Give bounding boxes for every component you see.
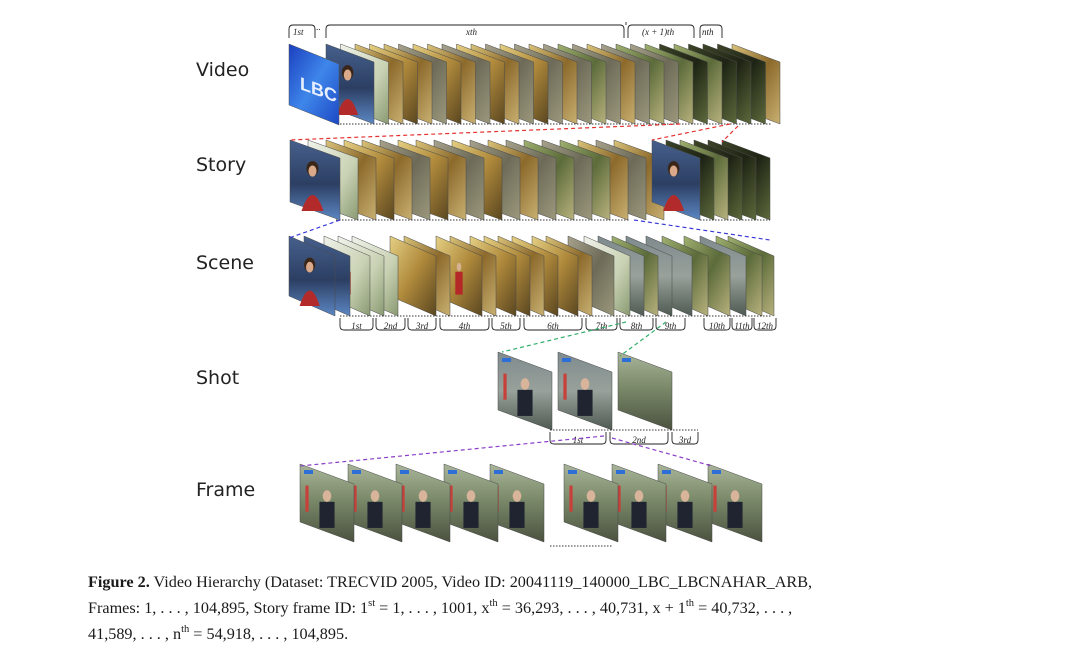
story-frame-thumbnail (289, 139, 341, 221)
connectors (288, 123, 771, 467)
scene-frame-strip (288, 235, 775, 317)
scene-bracket: 5th (491, 318, 521, 331)
figure-caption: Figure 2. Video Hierarchy (Dataset: TREC… (88, 569, 988, 647)
bracket-x-plus-1-label: (x + 1)th (642, 27, 675, 37)
frame-thumbnail (611, 463, 667, 543)
bracket-x-label: xth (465, 27, 477, 37)
scene-bracket-label: 9th (665, 321, 677, 331)
caption-line-2-b: = 1, . . . , 1001, x (375, 599, 490, 617)
caption-line-1-text: Video Hierarchy (Dataset: TRECVID 2005, … (153, 573, 813, 591)
frame-thumbnail (443, 463, 499, 543)
scene-bracket: 11th (731, 318, 753, 331)
bracket-ellipsis: ... (314, 22, 321, 32)
level-label-story: Story (196, 154, 247, 176)
story-frame-strip (289, 139, 771, 221)
caption-line-2: Frames: 1, . . . , 104,895, Story frame … (88, 595, 988, 621)
lbc-logo-frame: LBC (288, 43, 340, 126)
caption-label: Figure 2. (88, 573, 150, 591)
scene-bracket-label: 2nd (384, 321, 398, 331)
shot-bracket-label: 1st (573, 435, 584, 445)
video-brackets (288, 22, 723, 38)
caption-sup-nth: th (181, 624, 190, 635)
video-story-link-right-b (721, 125, 739, 143)
caption-line-3: 41,589, . . . , nth = 54,918, . . . , 10… (88, 621, 988, 647)
frame-thumbnail (395, 463, 451, 543)
bracket-n (699, 24, 723, 38)
scene-bracket-label: 1st (351, 321, 362, 331)
video-hierarchy-figure: LBC 1st ... xth (x + 1)th nth 1st 2nd 3rd 4… (288, 22, 781, 547)
shot-frame-thumbnail (497, 351, 553, 431)
scene-bracket: 9th (655, 318, 686, 331)
level-label-scene: Scene (196, 252, 254, 274)
story-frame-thumbnail (651, 139, 701, 221)
shot-bracket-label: 3rd (678, 435, 692, 445)
scene-frame-thumbnail (288, 235, 336, 317)
scene-bracket: 2nd (375, 318, 406, 331)
scene-bracket: 4th (439, 318, 490, 331)
scene-bracket: 10th (703, 318, 731, 331)
shot-frame-thumbnail (617, 351, 673, 431)
scene-bracket: 3rd (407, 318, 437, 331)
scene-bracket-label: 3rd (415, 321, 429, 331)
bracket-x (325, 24, 625, 38)
scene-brackets: 1st 2nd 3rd 4th 5th 6th 7th 8th 9th 10th 11th 12th (339, 318, 777, 331)
video-story-link-left (289, 123, 681, 141)
caption-sup-th-1: th (489, 598, 498, 609)
story-scene-link-right (633, 219, 771, 241)
video-frame-strip (325, 43, 781, 125)
scene-bracket-label: 6th (547, 321, 559, 331)
shot-bracket: 3rd (671, 432, 699, 445)
bracket-n-label: nth (702, 27, 714, 37)
scene-bracket-label: 12th (757, 321, 774, 331)
shot-bracket: 1st (549, 432, 607, 445)
scene-bracket-label: 10th (709, 321, 726, 331)
level-label-video: Video (196, 59, 250, 81)
story-scene-link-left (288, 219, 341, 239)
scene-bracket-label: 4th (459, 321, 471, 331)
caption-line-2-c: = 36,293, . . . , 40,731, x + 1 (497, 599, 686, 617)
caption-line-1: Figure 2. Video Hierarchy (Dataset: TREC… (88, 569, 988, 595)
frame-thumbnail (299, 463, 355, 543)
scene-bracket-label: 11th (734, 321, 750, 331)
scene-bracket-label: 8th (631, 321, 643, 331)
scene-shot-link-left (501, 321, 627, 353)
scene-bracket-label: 7th (596, 321, 608, 331)
caption-line-2-a: Frames: 1, . . . , 104,895, Story frame … (88, 599, 369, 617)
scene-bracket-label: 5th (500, 321, 512, 331)
level-label-frame: Frame (196, 479, 256, 501)
caption-line-2-d: = 40,732, . . . , (694, 599, 793, 617)
frame-thumbnail (563, 463, 619, 543)
scene-bracket: 12th (753, 318, 777, 331)
frame-thumbnail (707, 463, 763, 543)
scene-bracket: 7th (585, 318, 618, 331)
caption-line-3-b: = 54,918, . . . , 104,895. (189, 625, 349, 643)
scene-bracket: 8th (619, 318, 654, 331)
video-story-link-right-a (651, 123, 731, 141)
frame-thumbnail (347, 463, 403, 543)
bracket-first-label: 1st (293, 27, 304, 37)
shot-frame-link-right (611, 437, 713, 467)
caption-sup-st: st (368, 598, 376, 609)
shot-frame-link-left (299, 435, 605, 467)
level-label-shot: Shot (196, 367, 240, 389)
shot-bracket: 2nd (609, 432, 669, 445)
bracket-first (288, 24, 316, 38)
caption-line-3-a: 41,589, . . . , n (88, 625, 182, 643)
scene-shot-link-right (619, 321, 667, 357)
shot-bracket-label: 2nd (632, 435, 646, 445)
scene-bracket: 6th (523, 318, 583, 331)
caption-sup-th-2: th (685, 598, 695, 609)
scene-bracket: 1st (339, 318, 374, 331)
shot-frame-strip (497, 351, 673, 431)
shot-brackets: 1st 2nd 3rd (549, 432, 699, 445)
frame-strip (299, 463, 763, 543)
shot-frame-thumbnail (557, 351, 613, 431)
bracket-x-plus-1 (627, 24, 695, 38)
